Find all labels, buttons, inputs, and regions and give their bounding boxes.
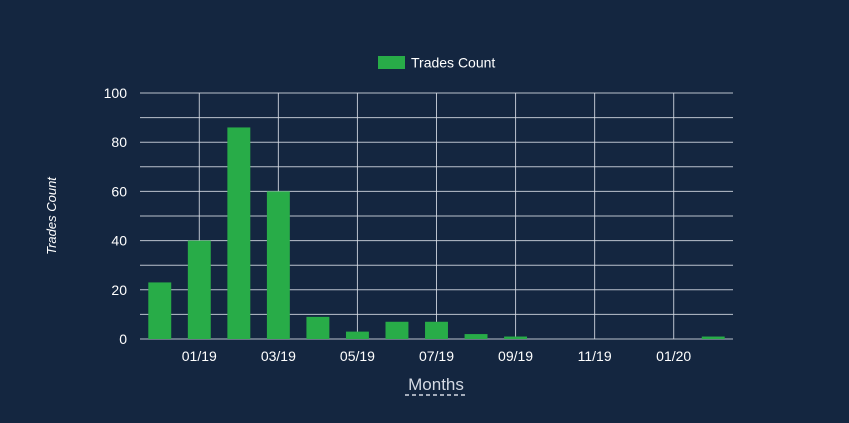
x-tick-label: 01/19 [182,348,217,364]
y-tick-label: 100 [104,85,128,101]
legend[interactable]: Trades Count [378,55,495,71]
bar-05-19 [345,331,369,339]
y-tick-label: 0 [119,331,127,347]
bar-02-19 [227,127,251,339]
x-tick-label: 09/19 [498,348,533,364]
axes: 0 20 40 60 80 100 01/19 03/19 05/19 07/19 09/19 11/… [104,85,692,364]
bar-01-19 [187,240,211,339]
bar-03-19 [266,191,290,339]
x-tick-label: 03/19 [261,348,296,364]
bar-09-19 [504,336,528,339]
bar-08-19 [464,334,488,339]
y-tick-label: 60 [111,183,127,199]
bars [148,127,725,339]
legend-label[interactable]: Trades Count [411,55,495,71]
bar-07-19 [425,321,448,339]
bar-12-18 [148,282,172,339]
y-tick-label: 20 [111,282,127,298]
bar-06-19 [385,321,409,339]
legend-swatch[interactable] [378,56,405,69]
x-axis-title: Months [408,375,464,394]
x-tick-label: 05/19 [340,348,375,364]
y-tick-label: 80 [111,134,127,150]
y-tick-label: 40 [111,233,127,249]
bar-02-20 [701,336,725,339]
x-tick-label: 07/19 [419,348,454,364]
x-tick-label: 01/20 [656,348,691,364]
x-tick-label: 11/19 [578,348,612,364]
y-axis-title: Trades Count [44,176,59,255]
bar-04-19 [306,316,330,339]
